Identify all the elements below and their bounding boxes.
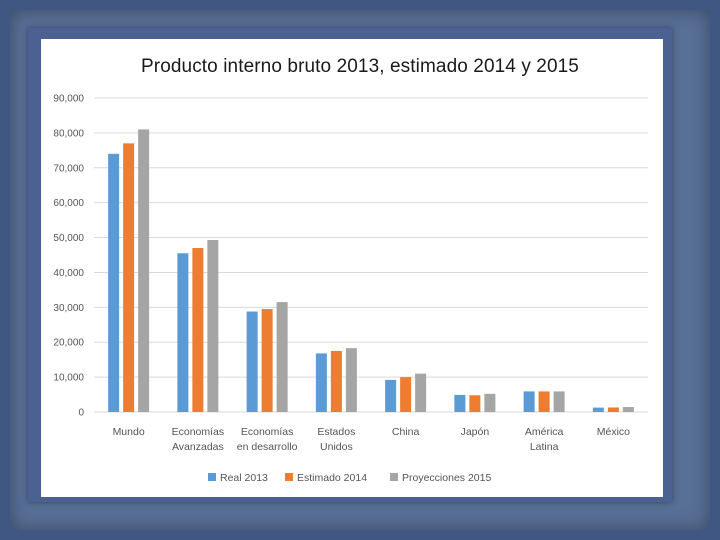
bar-real-2013 bbox=[177, 253, 189, 412]
y-tick-label: 80,000 bbox=[53, 128, 84, 139]
bar-estimado-2014 bbox=[400, 377, 412, 412]
bar-real-2013 bbox=[523, 391, 535, 412]
bar-real-2013 bbox=[454, 394, 466, 412]
y-tick-label: 40,000 bbox=[53, 268, 84, 279]
legend-item: Proyecciones 2015 bbox=[390, 472, 491, 484]
legend-item: Real 2013 bbox=[208, 472, 268, 484]
y-tick-label: 90,000 bbox=[53, 94, 84, 105]
x-axis-categories: Mundo Economías Avanzadas Economías en desar… bbox=[113, 426, 631, 453]
bar-estimado-2014 bbox=[538, 391, 550, 412]
bar-estimado-2014 bbox=[261, 309, 273, 412]
y-tick-label: 10,000 bbox=[53, 373, 84, 384]
x-category-label: Economías en desarrollo bbox=[237, 426, 298, 453]
legend-swatch bbox=[390, 473, 398, 481]
bar-estimado-2014 bbox=[607, 407, 619, 412]
bar-proyecciones-2015 bbox=[276, 302, 288, 412]
bar-estimado-2014 bbox=[330, 350, 342, 412]
x-category-label: América Latina bbox=[525, 426, 564, 453]
bar-estimado-2014 bbox=[192, 248, 204, 412]
bar-proyecciones-2015 bbox=[345, 348, 357, 412]
legend-label: Proyecciones 2015 bbox=[402, 472, 491, 484]
bar-proyecciones-2015 bbox=[207, 239, 219, 412]
legend-label: Estimado 2014 bbox=[297, 472, 367, 484]
bar-proyecciones-2015 bbox=[553, 391, 565, 412]
bar-proyecciones-2015 bbox=[484, 393, 496, 412]
y-tick-label: 30,000 bbox=[53, 303, 84, 314]
y-tick-label: 60,000 bbox=[53, 198, 84, 209]
bar-real-2013 bbox=[108, 153, 120, 413]
chart-title: Producto interno bruto 2013, estimado 20… bbox=[141, 56, 579, 77]
bar-real-2013 bbox=[592, 407, 604, 412]
bar-real-2013 bbox=[246, 311, 258, 412]
bar-real-2013 bbox=[315, 353, 327, 412]
x-category-label: Japón bbox=[461, 426, 490, 438]
legend: Real 2013 Estimado 2014 Proyecciones 2015 bbox=[208, 472, 491, 484]
legend-label: Real 2013 bbox=[220, 472, 268, 484]
x-category-label: China bbox=[392, 426, 420, 438]
bar-estimado-2014 bbox=[469, 395, 481, 412]
y-axis-ticks: 0 10,000 20,000 30,000 40,000 50,000 60,000 70,… bbox=[53, 94, 84, 419]
y-tick-label: 70,000 bbox=[53, 163, 84, 174]
gridlines bbox=[94, 97, 648, 413]
x-category-label: Mundo bbox=[113, 426, 145, 438]
bar-estimado-2014 bbox=[123, 143, 135, 412]
legend-item: Estimado 2014 bbox=[285, 472, 367, 484]
y-tick-label: 50,000 bbox=[53, 233, 84, 244]
bar-proyecciones-2015 bbox=[622, 407, 634, 412]
bar-proyecciones-2015 bbox=[415, 373, 427, 412]
legend-swatch bbox=[208, 473, 216, 481]
bar-real-2013 bbox=[385, 379, 397, 412]
bars bbox=[108, 129, 634, 413]
y-tick-label: 20,000 bbox=[53, 338, 84, 349]
x-category-label: Estados Unidos bbox=[317, 426, 355, 453]
y-tick-label: 0 bbox=[78, 408, 84, 419]
legend-swatch bbox=[285, 473, 293, 481]
x-category-label: Economías Avanzadas bbox=[172, 426, 225, 453]
bar-proyecciones-2015 bbox=[138, 129, 150, 412]
x-category-label: México bbox=[597, 426, 630, 438]
